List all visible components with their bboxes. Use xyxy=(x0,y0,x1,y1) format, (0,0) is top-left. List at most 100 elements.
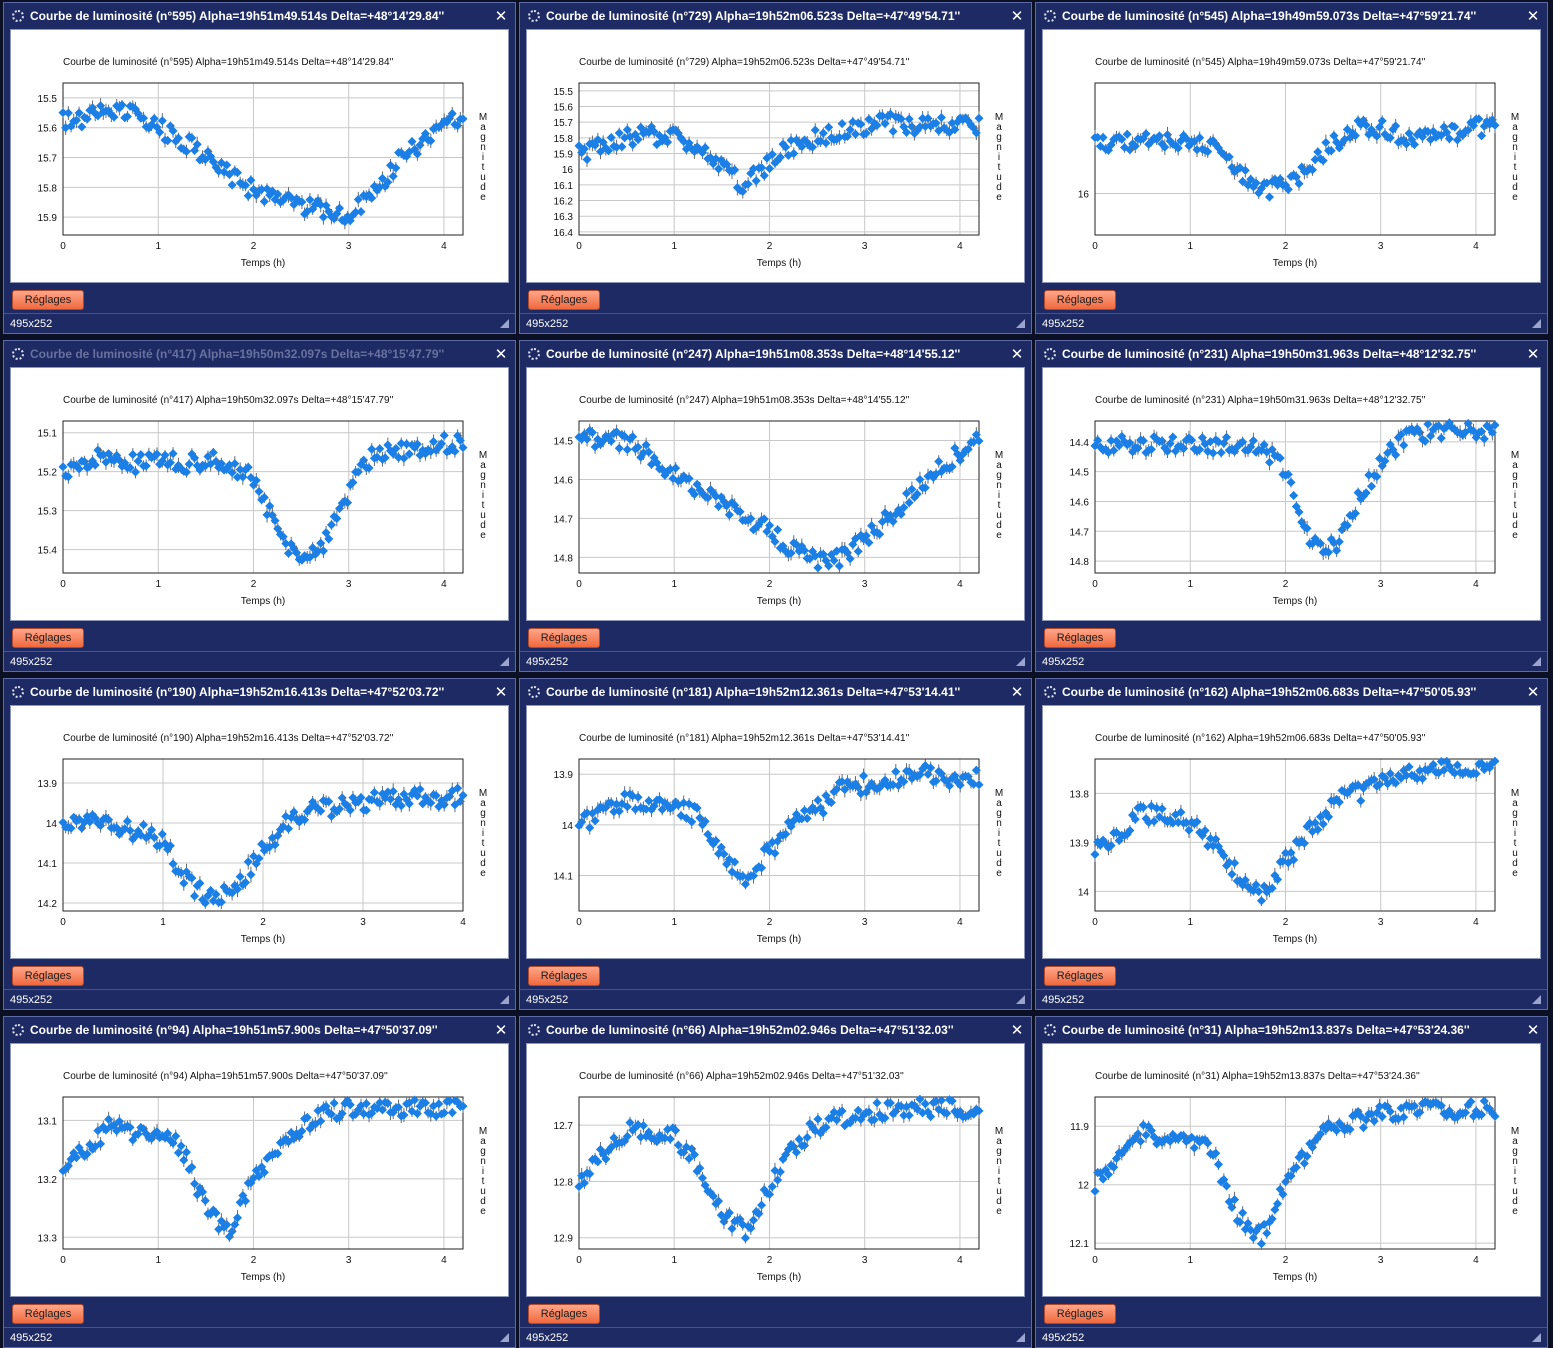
window-titlebar[interactable]: Courbe de luminosité (n°31) Alpha=19h52m… xyxy=(1036,1017,1547,1043)
chart-title: Courbe de luminosité (n°66) Alpha=19h52m… xyxy=(579,1071,904,1082)
window-titlebar[interactable]: Courbe de luminosité (n°729) Alpha=19h52… xyxy=(520,3,1031,29)
close-icon[interactable]: ✕ xyxy=(1526,346,1540,363)
window-titlebar[interactable]: Courbe de luminosité (n°190) Alpha=19h52… xyxy=(4,679,515,705)
data-point xyxy=(1264,457,1275,467)
gear-icon[interactable] xyxy=(12,686,24,698)
y-axis-label-letter: e xyxy=(996,530,1002,541)
y-axis-label-letter: d xyxy=(996,858,1002,869)
settings-button[interactable]: Réglages xyxy=(1044,628,1116,648)
settings-button[interactable]: Réglages xyxy=(528,628,600,648)
data-point xyxy=(109,112,119,122)
resize-grip-icon[interactable] xyxy=(500,657,509,666)
close-icon[interactable]: ✕ xyxy=(1010,1022,1024,1039)
close-icon[interactable]: ✕ xyxy=(1010,8,1024,25)
y-axis-label-letter: a xyxy=(996,798,1002,809)
data-point xyxy=(740,1233,750,1243)
resize-grip-icon[interactable] xyxy=(500,319,509,328)
gear-icon[interactable] xyxy=(12,10,24,22)
y-tick-label: 14.6 xyxy=(554,475,574,486)
y-axis-label-letter: u xyxy=(480,1186,486,1197)
y-axis-label-letter: i xyxy=(482,828,484,839)
resize-grip-icon[interactable] xyxy=(1016,657,1025,666)
close-icon[interactable]: ✕ xyxy=(494,8,508,25)
x-axis-label: Temps (h) xyxy=(241,1272,285,1283)
settings-button[interactable]: Réglages xyxy=(1044,966,1116,986)
gear-icon[interactable] xyxy=(528,686,540,698)
gear-icon[interactable] xyxy=(1044,1024,1056,1036)
window-titlebar[interactable]: Courbe de luminosité (n°231) Alpha=19h50… xyxy=(1036,341,1547,367)
y-axis-label-letter: g xyxy=(1512,808,1518,819)
y-tick-label: 14.7 xyxy=(554,514,574,525)
window-titlebar[interactable]: Courbe de luminosité (n°94) Alpha=19h51m… xyxy=(4,1017,515,1043)
y-tick-label: 11.9 xyxy=(1070,1122,1089,1133)
settings-button[interactable]: Réglages xyxy=(528,966,600,986)
data-point xyxy=(163,136,173,146)
window-titlebar[interactable]: Courbe de luminosité (n°66) Alpha=19h52m… xyxy=(520,1017,1031,1043)
gear-icon[interactable] xyxy=(1044,686,1056,698)
settings-button[interactable]: Réglages xyxy=(12,290,84,310)
data-point xyxy=(781,142,791,152)
gear-icon[interactable] xyxy=(528,1024,540,1036)
y-axis-label-letter: M xyxy=(479,112,487,123)
y-axis-label-letter: n xyxy=(996,1156,1002,1167)
resize-grip-icon[interactable] xyxy=(1016,319,1025,328)
y-axis-label-letter: u xyxy=(480,172,486,183)
close-icon[interactable]: ✕ xyxy=(494,346,508,363)
y-axis-label-letter: t xyxy=(998,162,1001,173)
y-axis-label-letter: u xyxy=(996,1186,1002,1197)
close-icon[interactable]: ✕ xyxy=(494,1022,508,1039)
y-axis-label-letter: u xyxy=(480,510,486,521)
gear-icon[interactable] xyxy=(1044,348,1056,360)
close-icon[interactable]: ✕ xyxy=(1010,346,1024,363)
size-label: 495x252 xyxy=(10,655,53,668)
window-titlebar[interactable]: Courbe de luminosité (n°417) Alpha=19h50… xyxy=(4,341,515,367)
window-titlebar[interactable]: Courbe de luminosité (n°595) Alpha=19h51… xyxy=(4,3,515,29)
data-point xyxy=(71,1153,81,1163)
gear-icon[interactable] xyxy=(1044,10,1056,22)
plot-frame xyxy=(1094,420,1496,574)
resize-grip-icon[interactable] xyxy=(1532,995,1541,1004)
resize-grip-icon[interactable] xyxy=(1016,995,1025,1004)
settings-button[interactable]: Réglages xyxy=(528,1304,600,1324)
size-label: 495x252 xyxy=(10,317,53,330)
data-point xyxy=(1157,804,1167,814)
settings-button[interactable]: Réglages xyxy=(1044,1304,1116,1324)
data-point xyxy=(633,442,643,452)
close-icon[interactable]: ✕ xyxy=(494,684,508,701)
settings-button[interactable]: Réglages xyxy=(12,1304,84,1324)
resize-grip-icon[interactable] xyxy=(1532,657,1541,666)
y-axis-label-letter: a xyxy=(480,798,486,809)
y-tick-label: 14 xyxy=(46,819,58,830)
gear-icon[interactable] xyxy=(12,348,24,360)
data-point xyxy=(590,816,600,826)
close-icon[interactable]: ✕ xyxy=(1526,684,1540,701)
close-icon[interactable]: ✕ xyxy=(1526,8,1540,25)
settings-button[interactable]: Réglages xyxy=(12,628,84,648)
settings-button[interactable]: Réglages xyxy=(12,966,84,986)
data-point xyxy=(931,776,941,786)
resize-grip-icon[interactable] xyxy=(1016,1333,1025,1342)
window-titlebar[interactable]: Courbe de luminosité (n°247) Alpha=19h51… xyxy=(520,341,1031,367)
settings-button[interactable]: Réglages xyxy=(1044,290,1116,310)
y-axis-label-letter: n xyxy=(480,142,486,153)
settings-button[interactable]: Réglages xyxy=(528,290,600,310)
data-point xyxy=(117,100,127,110)
gear-icon[interactable] xyxy=(528,10,540,22)
gear-icon[interactable] xyxy=(528,348,540,360)
gear-icon[interactable] xyxy=(12,1024,24,1036)
data-point xyxy=(243,191,253,201)
data-point xyxy=(1090,849,1100,859)
window-titlebar[interactable]: Courbe de luminosité (n°181) Alpha=19h52… xyxy=(520,679,1031,705)
window-titlebar[interactable]: Courbe de luminosité (n°162) Alpha=19h52… xyxy=(1036,679,1547,705)
window-titlebar[interactable]: Courbe de luminosité (n°545) Alpha=19h49… xyxy=(1036,3,1547,29)
resize-grip-icon[interactable] xyxy=(500,1333,509,1342)
resize-grip-icon[interactable] xyxy=(500,995,509,1004)
y-axis-label-letter: u xyxy=(996,848,1002,859)
resize-grip-icon[interactable] xyxy=(1532,1333,1541,1342)
y-axis-label-letter: e xyxy=(996,192,1002,203)
y-axis-label-letter: n xyxy=(480,818,486,829)
close-icon[interactable]: ✕ xyxy=(1010,684,1024,701)
resize-grip-icon[interactable] xyxy=(1532,319,1541,328)
close-icon[interactable]: ✕ xyxy=(1526,1022,1540,1039)
data-point xyxy=(187,873,197,883)
